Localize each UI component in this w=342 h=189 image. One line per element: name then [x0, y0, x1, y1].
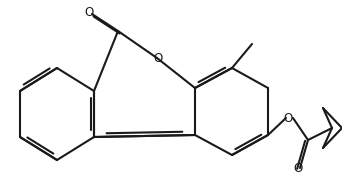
Text: O: O: [284, 112, 293, 125]
Text: O: O: [293, 163, 303, 176]
Text: O: O: [84, 6, 94, 19]
Text: O: O: [153, 51, 163, 64]
